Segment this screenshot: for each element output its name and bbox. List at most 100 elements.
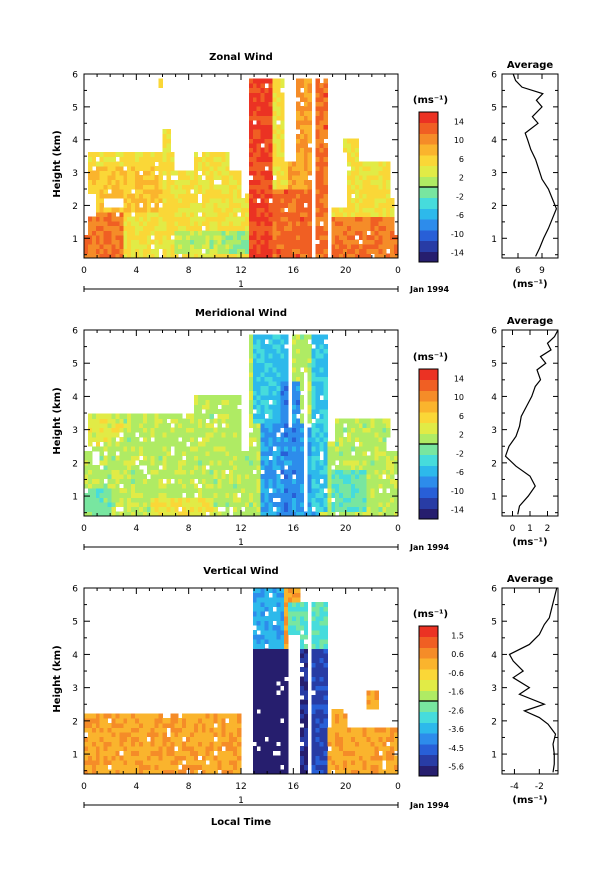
colorbar-tick-label: 2 [459,431,464,440]
heatmap-cell [264,497,269,503]
heatmap-cell [123,418,128,424]
heatmap-cell [146,216,152,222]
heatmap-cell [280,588,285,594]
heatmap-cell [138,732,144,738]
heatmap-cell [295,464,301,470]
heatmap-cell [244,464,250,470]
heatmap-cell [135,166,140,171]
heatmap-cell [213,478,218,484]
heatmap-cell [268,138,273,144]
heatmap-cell [111,750,116,756]
heatmap-cell [111,441,116,447]
heatmap-cell [292,606,297,612]
heatmap-cell [268,432,273,438]
heatmap-cell [213,152,218,158]
heatmap-cell [272,101,277,107]
heatmap-cell [386,198,391,204]
heatmap-cell [354,248,360,254]
heatmap-cell [103,764,108,770]
heatmap-cell [182,727,187,733]
heatmap-cell [229,755,234,761]
heatmap-cell [221,225,226,231]
heatmap-cell [135,483,140,489]
heatmap-cell [307,235,313,240]
heatmap-cell [268,460,273,466]
heatmap-cell [189,502,195,508]
heatmap-cell [264,718,269,724]
heatmap-cell [241,248,246,254]
heatmap-cell [174,436,179,442]
heatmap-cell [346,179,352,185]
heatmap-cell [252,671,258,677]
heatmap-cell [193,741,199,747]
heatmap-cell [374,248,379,254]
heatmap-cell [307,376,313,382]
heatmap-cell [284,502,289,508]
heatmap-cell [91,732,97,738]
heatmap-cell [382,170,387,176]
heatmap-cell [264,101,269,107]
heatmap-cell [370,207,375,213]
heatmap-cell [174,741,179,747]
heatmap-cell [280,202,285,208]
colorbar-tick-label: -14 [451,249,464,258]
heatmap-cell [284,722,289,728]
heatmap-cell [84,769,89,775]
heatmap-cell [197,221,203,227]
heatmap-cell [276,97,281,102]
heatmap-cell [107,436,112,442]
heatmap-cell [280,441,285,447]
heatmap-cell [119,423,124,429]
heatmap-cell [241,488,246,494]
heatmap-cell [248,450,254,456]
heatmap-cell [299,418,305,424]
heatmap-cell [260,685,265,691]
heatmap-cell [209,755,214,761]
heatmap-cell [142,253,148,259]
heatmap-cell [335,464,340,470]
heatmap-cell [119,727,124,733]
heatmap-cell [248,334,254,340]
heatmap-cell [138,239,144,245]
heatmap-cell [292,202,297,208]
heatmap-cell [264,615,269,621]
heatmap-cell [331,474,336,480]
heatmap-cell [315,87,320,93]
heatmap-cell [221,722,226,728]
heatmap-cell [193,464,199,470]
heatmap-cell [111,488,116,494]
heatmap-cell [213,436,218,442]
heatmap-cell [127,212,132,217]
heatmap-cell [284,681,289,687]
heatmap-cell [123,179,128,185]
heatmap-cell [174,750,179,756]
heatmap-cell [174,413,179,419]
heatmap-cell [248,184,254,190]
heatmap-cell [252,497,258,503]
heatmap-cell [299,381,305,387]
colorbar-segment [419,476,438,488]
heatmap-cell [319,253,324,259]
heatmap-cell [350,436,356,442]
heatmap-cell [91,189,97,194]
heatmap-cell [280,390,285,396]
heatmap-cell [142,248,148,254]
heatmap-cell [142,746,148,752]
heatmap-cell [244,202,250,208]
heatmap-cell [233,399,238,405]
heatmap-cell [193,760,199,766]
heatmap-cell [248,166,254,171]
heatmap-cell [295,606,301,612]
heatmap-cell [237,395,242,401]
heatmap-cell [150,189,156,194]
heatmap-cell [280,601,285,607]
heatmap-cell [166,474,171,480]
heatmap-cell [233,225,238,231]
heatmap-cell [142,736,148,742]
heatmap-cell [288,588,293,594]
heatmap-cell [382,492,387,498]
heatmap-cell [288,230,293,236]
heatmap-cell [91,248,97,254]
heatmap-cell [150,474,156,480]
heatmap-cell [135,450,140,456]
